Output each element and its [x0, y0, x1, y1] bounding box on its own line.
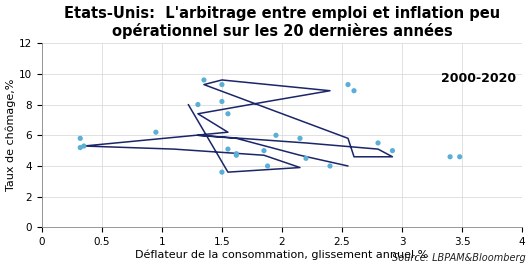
Point: [218, 170, 226, 174]
Point: [374, 141, 382, 145]
Point: [224, 147, 232, 151]
Point: [326, 164, 334, 168]
Point: [232, 152, 241, 156]
Point: [224, 112, 232, 116]
Point: [80, 144, 88, 148]
Point: [302, 156, 310, 160]
Point: [263, 164, 272, 168]
Text: Source: LBPAM&Bloomberg: Source: LBPAM&Bloomberg: [392, 253, 526, 263]
Point: [446, 155, 455, 159]
Point: [296, 136, 304, 140]
Point: [350, 89, 358, 93]
Text: 2000-2020: 2000-2020: [441, 72, 516, 85]
Point: [344, 82, 352, 87]
Point: [218, 82, 226, 87]
Point: [76, 146, 84, 150]
Point: [152, 130, 160, 134]
Title: Etats-Unis:  L'arbitrage entre emploi et inflation peu
opérationnel sur les 20 d: Etats-Unis: L'arbitrage entre emploi et …: [64, 6, 500, 39]
Point: [456, 155, 464, 159]
Point: [200, 78, 208, 82]
X-axis label: Déflateur de la consommation, glissement annuel,%: Déflateur de la consommation, glissement…: [135, 250, 429, 260]
Point: [218, 99, 226, 103]
Point: [232, 153, 241, 157]
Point: [260, 148, 268, 153]
Point: [194, 102, 202, 107]
Y-axis label: Taux de chômage,%: Taux de chômage,%: [5, 79, 16, 192]
Point: [388, 148, 397, 153]
Point: [76, 136, 84, 140]
Point: [272, 133, 280, 138]
